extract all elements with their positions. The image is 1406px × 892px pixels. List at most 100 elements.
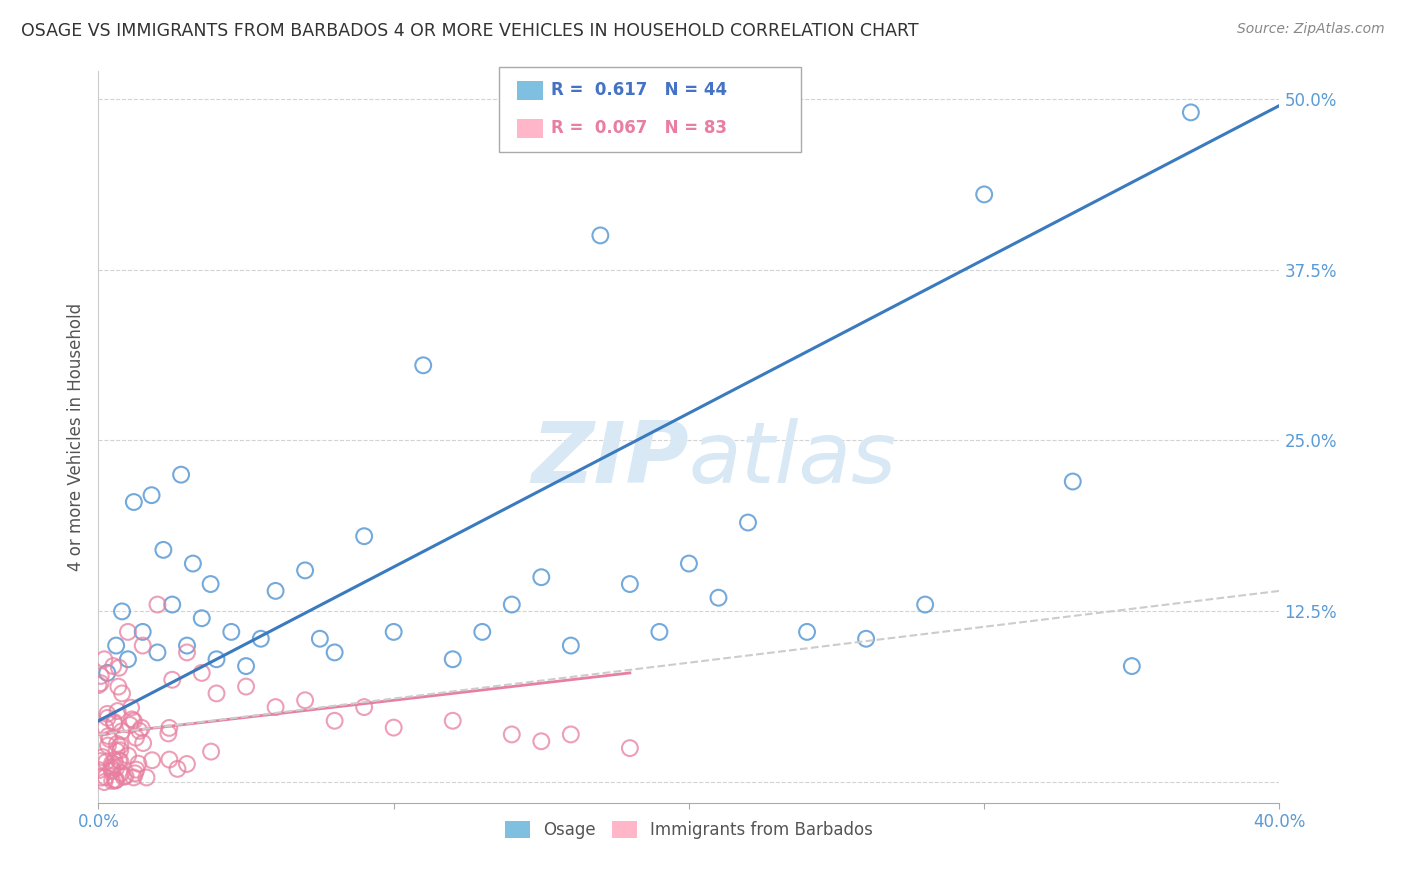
Point [114,769,136,783]
Point [235,680,257,694]
Point [87,678,110,692]
Point [441,714,464,728]
Point [737,516,759,530]
Point [264,583,287,598]
Point [294,693,316,707]
Text: Source: ZipAtlas.com: Source: ZipAtlas.com [1237,22,1385,37]
Point [122,714,145,728]
Point [96,706,118,721]
Text: R =  0.617   N = 44: R = 0.617 N = 44 [551,80,727,99]
Point [90,771,112,785]
Point [111,604,134,618]
Point [101,763,124,777]
Point [796,624,818,639]
Point [619,741,641,756]
Point [855,632,877,646]
Point [94,755,117,769]
Point [152,542,174,557]
Point [589,228,612,243]
Point [162,598,183,612]
Point [89,763,111,777]
Point [101,764,124,779]
Point [97,739,120,753]
Point [100,760,122,774]
Point [107,704,129,718]
Point [98,732,121,747]
Point [200,745,222,759]
Point [191,665,214,680]
Point [191,611,214,625]
Point [973,187,995,202]
Point [132,736,155,750]
Point [101,773,124,788]
Point [117,624,139,639]
Point [501,598,523,612]
Point [105,737,128,751]
Point [93,775,115,789]
Point [141,753,163,767]
Point [678,557,700,571]
Point [108,661,131,675]
Point [105,639,128,653]
Point [157,726,180,740]
Point [323,645,346,659]
Point [323,714,346,728]
Point [1180,105,1202,120]
Point [120,700,142,714]
Point [176,645,198,659]
Point [235,659,257,673]
Point [94,720,117,734]
Point [294,563,316,577]
Point [110,766,132,780]
Point [619,577,641,591]
Point [105,772,128,787]
Point [132,639,155,653]
Point [125,763,148,777]
Point [132,624,155,639]
Point [125,731,148,745]
Point [162,673,183,687]
Point [124,766,146,780]
Point [146,645,169,659]
Point [176,639,198,653]
Point [560,639,582,653]
Point [110,754,132,768]
Point [181,557,204,571]
Point [530,734,553,748]
Point [104,773,127,788]
Point [205,686,228,700]
Point [127,756,149,771]
Point [110,739,132,753]
Point [112,770,135,784]
Point [110,743,132,757]
Point [96,665,118,680]
Point [1062,475,1084,489]
Point [104,754,127,768]
Point [97,729,120,743]
Text: OSAGE VS IMMIGRANTS FROM BARBADOS 4 OR MORE VEHICLES IN HOUSEHOLD CORRELATION CH: OSAGE VS IMMIGRANTS FROM BARBADOS 4 OR M… [21,22,918,40]
Text: ZIP: ZIP [531,417,689,500]
Point [105,744,128,758]
Point [157,721,180,735]
Point [121,712,143,726]
Point [382,721,405,735]
Point [221,624,243,639]
Point [111,686,134,700]
Point [89,754,111,768]
Point [170,467,193,482]
Point [103,714,125,729]
Point [97,711,120,725]
Point [560,727,582,741]
Point [117,748,139,763]
Legend: Osage, Immigrants from Barbados: Osage, Immigrants from Barbados [498,814,880,846]
Text: R =  0.067   N = 83: R = 0.067 N = 83 [551,119,727,136]
Point [131,721,153,735]
Point [101,756,124,771]
Point [122,771,145,785]
Point [648,624,671,639]
Y-axis label: 4 or more Vehicles in Household: 4 or more Vehicles in Household [66,303,84,571]
Point [176,756,198,771]
Point [412,359,434,373]
Point [118,718,141,732]
Point [157,753,180,767]
